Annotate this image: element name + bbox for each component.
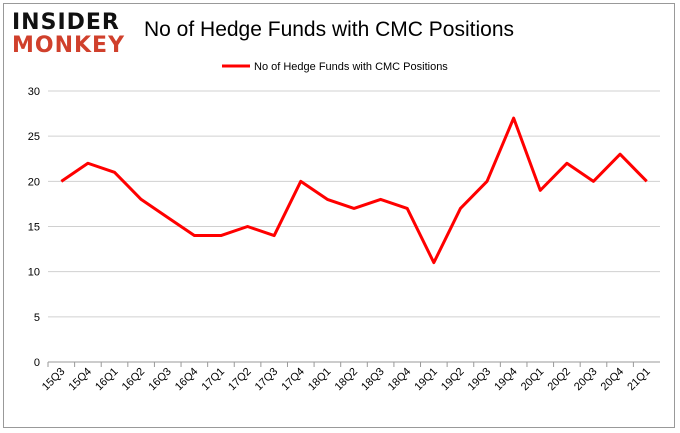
x-tick-label: 21Q1 xyxy=(625,366,653,394)
x-tick-label: 17Q1 xyxy=(200,366,228,394)
line-chart: 0 5 10 15 20 25 30 15Q3 15Q4 16Q1 16Q2 16Q3 16Q4 17Q1… xyxy=(28,61,660,394)
x-tick-label: 16Q1 xyxy=(93,366,121,394)
x-tick-label: 18Q3 xyxy=(359,366,387,394)
logo-line-2: MONKEY xyxy=(12,33,126,58)
logo-line-1: INSIDER xyxy=(12,10,120,35)
x-tick-label: 20Q3 xyxy=(572,366,600,394)
x-tick-label: 20Q4 xyxy=(599,366,627,394)
x-tick-label: 16Q4 xyxy=(173,366,201,394)
series-line xyxy=(60,116,648,265)
x-tick-label: 19Q4 xyxy=(492,366,520,394)
chart-title: No of Hedge Funds with CMC Positions xyxy=(144,18,514,41)
y-tick-label: 10 xyxy=(28,267,40,279)
x-tick-label: 16Q3 xyxy=(146,366,174,394)
x-tick-label: 18Q4 xyxy=(386,366,414,394)
x-tick-label: 15Q4 xyxy=(67,366,95,394)
y-tick-label: 20 xyxy=(28,176,40,188)
insider-monkey-logo: INSIDER MONKEY xyxy=(12,12,130,60)
x-tick-label: 16Q2 xyxy=(120,366,148,394)
legend-label: No of Hedge Funds with CMC Positions xyxy=(254,61,448,73)
x-tick-label: 17Q4 xyxy=(279,366,307,394)
x-tick-label: 19Q2 xyxy=(439,366,467,394)
y-tick-label: 5 xyxy=(34,312,40,324)
y-tick-label: 30 xyxy=(28,86,40,98)
x-tick-label: 18Q2 xyxy=(333,366,361,394)
y-tick-label: 15 xyxy=(28,222,40,234)
chart-frame: INSIDER MONKEY No of Hedge Funds with CM… xyxy=(3,3,675,428)
y-tick-label: 25 xyxy=(28,131,40,143)
x-tick-label: 19Q3 xyxy=(466,366,494,394)
x-tick-label: 17Q3 xyxy=(253,366,281,394)
x-tick-label: 15Q3 xyxy=(40,366,68,394)
x-tick-label: 19Q1 xyxy=(412,366,440,394)
x-tick-label: 18Q1 xyxy=(306,366,334,394)
x-tick-label: 20Q2 xyxy=(545,366,573,394)
x-tick-label: 20Q1 xyxy=(519,366,547,394)
x-tick-label: 17Q2 xyxy=(226,366,254,394)
y-tick-label: 0 xyxy=(34,357,40,369)
